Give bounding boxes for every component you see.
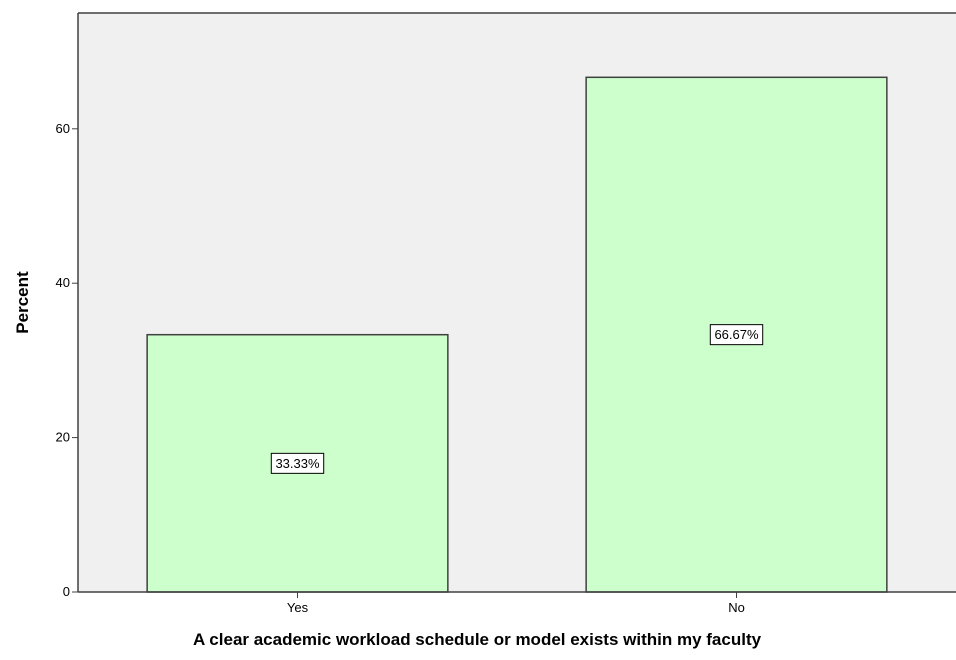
y-axis-title: Percent bbox=[13, 271, 32, 334]
x-axis-title: A clear academic workload schedule or mo… bbox=[193, 630, 762, 649]
y-tick-label: 20 bbox=[56, 430, 70, 445]
data-label: 66.67% bbox=[714, 327, 759, 342]
data-label-box bbox=[709, 324, 764, 346]
y-tick-label: 0 bbox=[63, 584, 70, 599]
y-tick-label: 40 bbox=[56, 275, 70, 290]
data-label: 33.33% bbox=[275, 456, 320, 471]
y-tick-label: 60 bbox=[56, 121, 70, 136]
x-tick-label: Yes bbox=[287, 600, 309, 615]
bars-group: 33.33% 66.67% bbox=[146, 76, 888, 593]
y-axis-ticks: 0 20 40 60 bbox=[56, 121, 78, 599]
x-axis-ticks: Yes No bbox=[287, 592, 745, 615]
data-label-box bbox=[270, 452, 325, 474]
x-tick-label: No bbox=[728, 600, 745, 615]
